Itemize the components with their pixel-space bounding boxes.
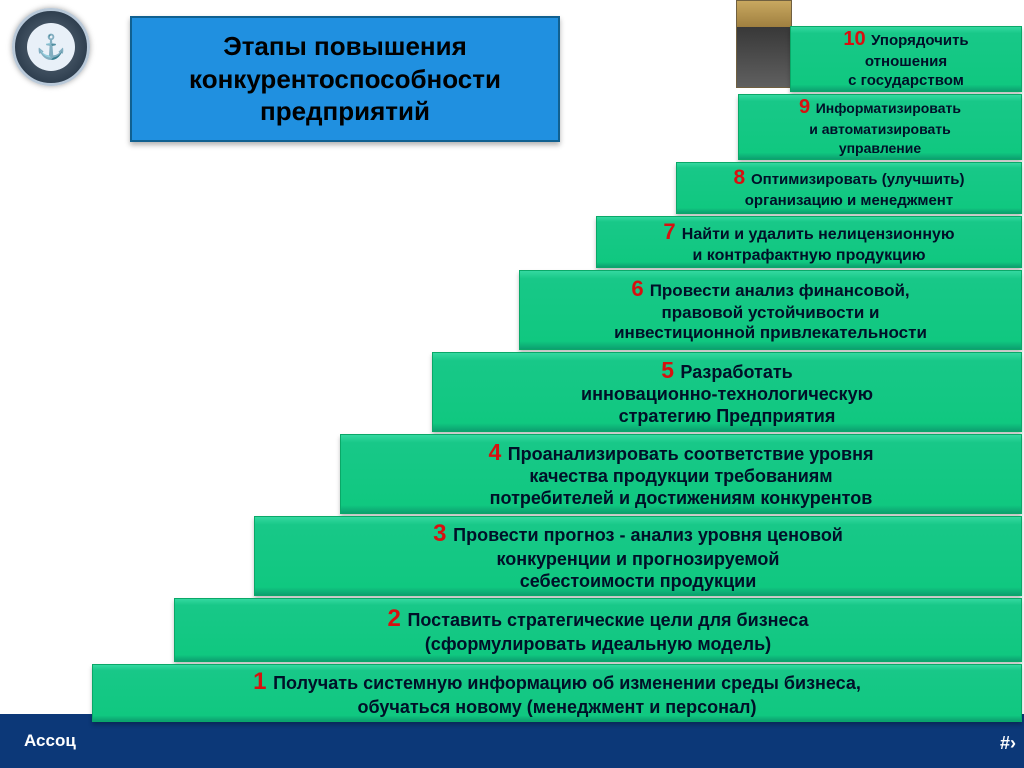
step-number: 9 — [799, 96, 816, 118]
step-text: обучаться новому (менеджмент и персонал) — [358, 697, 757, 717]
step-line: 8 Оптимизировать (улучшить) — [687, 165, 1011, 191]
step-text: (сформулировать идеальную модель) — [425, 634, 771, 654]
step-text: стратегию Предприятия — [619, 406, 836, 426]
step-text: качества продукции требованиям — [529, 466, 832, 486]
step-text: и контрафактную продукцию — [692, 247, 925, 264]
step-10: 10 Упорядочить отношения с государством — [790, 26, 1022, 92]
staircase-diagram: 10 Упорядочить отношения с государством 9 И… — [0, 0, 1024, 768]
step-number: 3 — [433, 520, 453, 547]
step-text: инновационно-технологическую — [581, 384, 873, 404]
step-text: инвестиционной привлекательности — [614, 323, 927, 342]
step-line: качества продукции требованиям — [351, 466, 1011, 488]
step-line: с государством — [801, 71, 1011, 91]
step-text: Поставить стратегические цели для бизнес… — [407, 610, 808, 630]
step-text: правовой устойчивости и — [661, 303, 879, 322]
step-line: правовой устойчивости и — [530, 303, 1011, 324]
step-text: и автоматизировать — [809, 121, 951, 137]
step-text: с государством — [848, 72, 964, 89]
step-text: Найти и удалить нелицензионную — [682, 226, 955, 243]
step-line: (сформулировать идеальную модель) — [185, 634, 1011, 656]
step-text: отношения — [865, 53, 947, 70]
step-line: 9 Информатизировать — [749, 95, 1011, 119]
step-line: отношения — [801, 52, 1011, 72]
step-line: и контрафактную продукцию — [607, 246, 1011, 266]
step-text: Проанализировать соответствие уровня — [508, 444, 874, 464]
step-number: 2 — [387, 605, 407, 632]
step-line: 7 Найти и удалить нелицензионную — [607, 219, 1011, 246]
step-text: Получать системную информацию об изменен… — [273, 673, 861, 693]
step-text: Упорядочить — [871, 32, 969, 49]
step-text: конкуренции и прогнозируемой — [496, 549, 779, 569]
step-9: 9 Информатизировать и автоматизировать упр… — [738, 94, 1022, 160]
step-line: организацию и менеджмент — [687, 191, 1011, 211]
step-line: управление — [749, 139, 1011, 159]
step-6: 6 Провести анализ финансовой,правовой ус… — [519, 270, 1022, 350]
step-text: Оптимизировать (улучшить) — [751, 171, 965, 188]
step-text: Информатизировать — [816, 100, 961, 116]
step-3: 3 Провести прогноз - анализ уровня ценов… — [254, 516, 1022, 596]
step-1: 1 Получать системную информацию об измен… — [92, 664, 1022, 722]
step-text: организацию и менеджмент — [745, 192, 953, 209]
step-text: Провести анализ финансовой, — [650, 281, 910, 300]
step-line: и автоматизировать — [749, 120, 1011, 140]
step-4: 4 Проанализировать соответствие уровняка… — [340, 434, 1022, 514]
step-line: 4 Проанализировать соответствие уровня — [351, 438, 1011, 466]
step-line: конкуренции и прогнозируемой — [265, 549, 1011, 571]
step-7: 7 Найти и удалить нелицензионнуюи контра… — [596, 216, 1022, 268]
step-line: 6 Провести анализ финансовой, — [530, 276, 1011, 303]
step-number: 4 — [489, 439, 508, 465]
step-line: 10 Упорядочить — [801, 27, 1011, 51]
step-number: 5 — [661, 357, 680, 383]
step-text: управление — [839, 140, 921, 156]
step-number: 6 — [631, 276, 649, 301]
step-number: 8 — [733, 166, 751, 189]
step-line: стратегию Предприятия — [443, 406, 1011, 428]
step-line: потребителей и достижениям конкурентов — [351, 488, 1011, 510]
step-line: 2 Поставить стратегические цели для бизн… — [185, 604, 1011, 633]
step-text: потребителей и достижениям конкурентов — [490, 488, 873, 508]
step-line: 1 Получать системную информацию об измен… — [103, 667, 1011, 696]
step-text: Разработать — [680, 362, 792, 382]
step-line: 3 Провести прогноз - анализ уровня ценов… — [265, 519, 1011, 548]
step-line: 5 Разработать — [443, 356, 1011, 384]
step-line: обучаться новому (менеджмент и персонал) — [103, 697, 1011, 719]
step-text: себестоимости продукции — [520, 571, 757, 591]
step-2: 2 Поставить стратегические цели для бизн… — [174, 598, 1022, 662]
step-number: 10 — [843, 28, 871, 50]
step-line: инновационно-технологическую — [443, 384, 1011, 406]
step-number: 1 — [253, 668, 273, 695]
step-text: Провести прогноз - анализ уровня ценовой — [453, 525, 843, 545]
step-line: себестоимости продукции — [265, 571, 1011, 593]
step-8: 8 Оптимизировать (улучшить)организацию и… — [676, 162, 1022, 214]
step-5: 5 Разработатьинновационно-технологическу… — [432, 352, 1022, 432]
step-number: 7 — [663, 219, 681, 244]
step-line: инвестиционной привлекательности — [530, 323, 1011, 344]
